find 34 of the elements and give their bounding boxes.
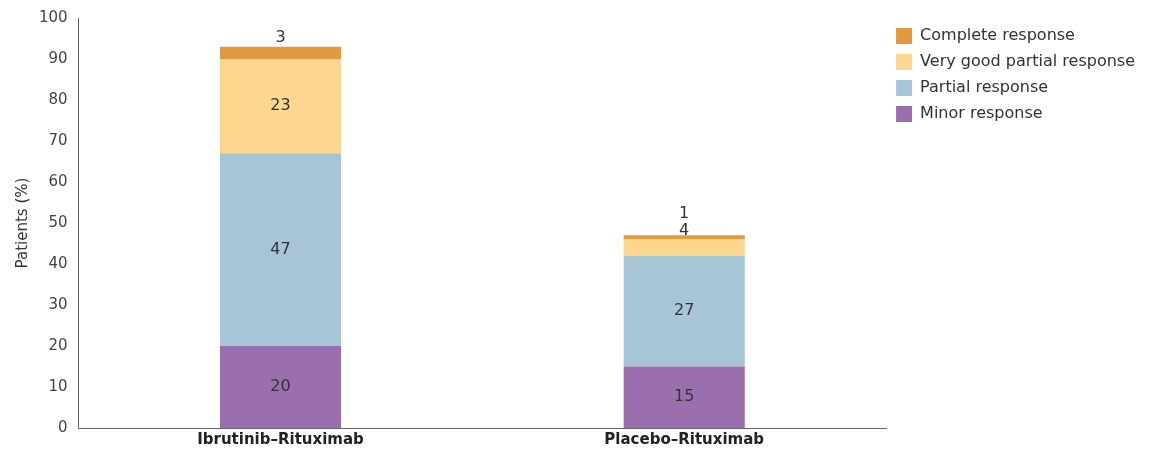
legend-label: Partial response: [920, 77, 1049, 97]
y-tick-label: 90: [48, 48, 68, 67]
bar: [623, 366, 745, 428]
legend-label: Minor response: [920, 103, 1043, 123]
data-label: 1: [679, 202, 690, 222]
x-tick-label: Placebo–Rituximab: [604, 429, 765, 448]
bar: [623, 255, 745, 367]
y-tick-label: 100: [38, 7, 68, 26]
bar: [219, 346, 342, 428]
x-tick-label: Ibrutinib–Rituximab: [197, 429, 365, 448]
y-tick-label: 70: [48, 130, 68, 149]
y-tick-label: 80: [48, 89, 68, 108]
bar: [219, 59, 342, 154]
legend-label: Complete response: [920, 25, 1075, 45]
data-label: 15: [674, 386, 695, 406]
data-label: 47: [270, 238, 291, 258]
y-tick-label: 60: [48, 171, 68, 190]
data-label: 3: [275, 26, 286, 46]
bar: [623, 235, 745, 240]
y-tick-label: 20: [48, 335, 68, 354]
bar: [219, 153, 342, 346]
y-tick-label: 0: [58, 417, 68, 436]
y-axis-title: Patients (%): [12, 177, 31, 269]
bar: [219, 46, 342, 59]
data-label: 27: [674, 300, 695, 320]
data-label: 23: [270, 95, 291, 115]
y-tick-label: 30: [48, 294, 68, 313]
bar: [623, 239, 745, 256]
data-label: 20: [270, 376, 291, 396]
y-tick-label: 10: [48, 376, 68, 395]
y-tick-label: 50: [48, 212, 68, 231]
legend-label: Very good partial response: [920, 51, 1135, 71]
y-tick-label: 40: [48, 253, 68, 272]
data-label: 4: [679, 219, 690, 239]
